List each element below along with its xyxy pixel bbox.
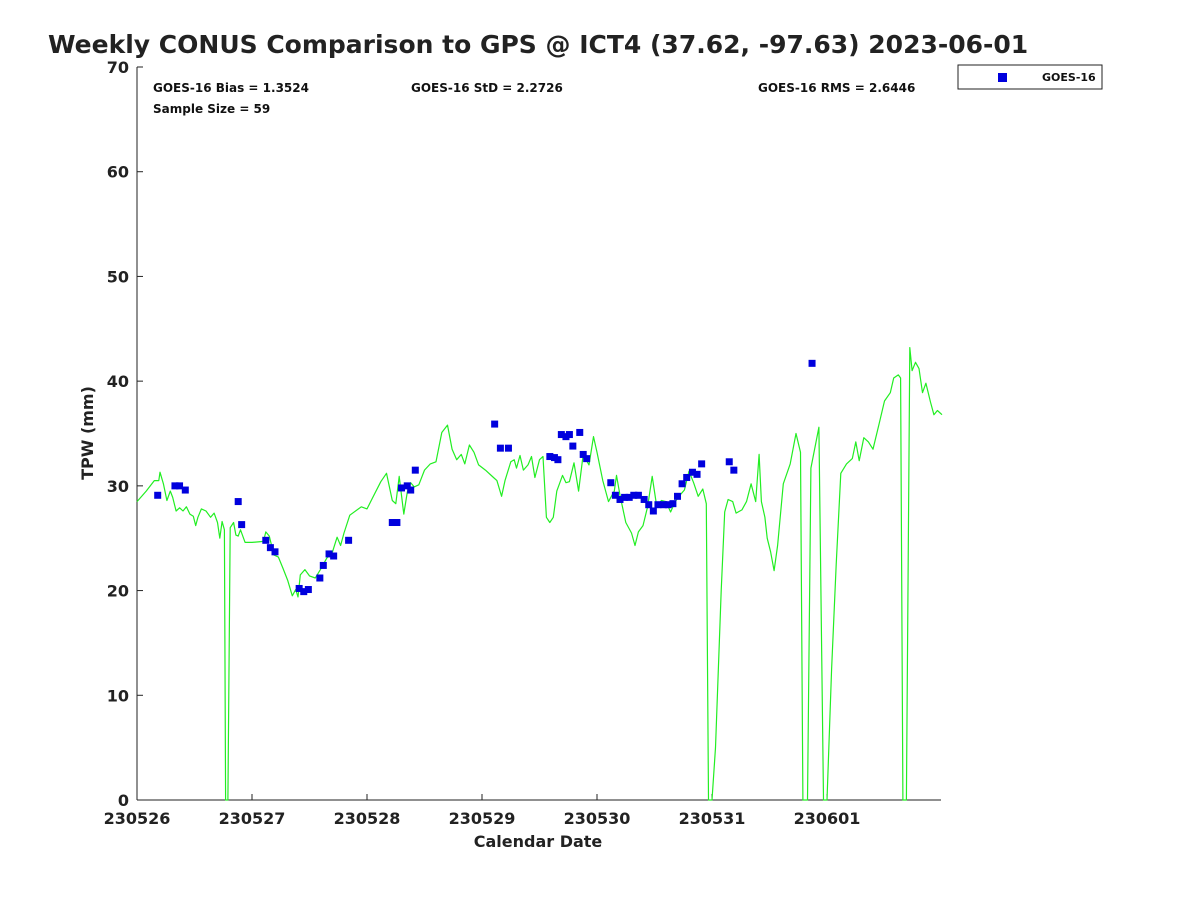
goes16-point xyxy=(176,482,184,490)
goes16-point xyxy=(388,519,396,527)
goes16-point xyxy=(611,491,619,499)
y-axis-label: TPW (mm) xyxy=(78,386,97,480)
goes16-point xyxy=(565,431,573,439)
sample-size-stat: Sample Size = 59 xyxy=(153,102,270,116)
x-tick-label: 230530 xyxy=(564,809,631,828)
y-tick-label: 0 xyxy=(118,791,129,810)
goes16-point xyxy=(407,486,415,494)
goes16-point xyxy=(645,501,653,509)
goes16-point xyxy=(546,453,554,461)
goes16-point xyxy=(698,460,706,468)
goes16-point xyxy=(607,479,615,487)
legend-label: GOES-16 xyxy=(1042,71,1096,84)
y-tick-label: 30 xyxy=(107,477,129,496)
goes16-point xyxy=(411,466,419,474)
std-stat: GOES-16 StD = 2.2726 xyxy=(411,81,563,95)
goes16-point xyxy=(316,574,324,582)
goes16-point xyxy=(234,498,242,506)
goes16-point xyxy=(504,444,512,452)
goes16-point xyxy=(664,501,672,509)
y-tick-label: 20 xyxy=(107,582,129,601)
goes16-point xyxy=(154,491,162,499)
goes16-point xyxy=(621,493,629,501)
goes16-point xyxy=(330,552,338,560)
goes16-point xyxy=(630,491,638,499)
goes16-point xyxy=(554,456,562,464)
goes16-point xyxy=(304,586,312,594)
goes16-point xyxy=(649,507,657,515)
x-tick-label: 230529 xyxy=(449,809,516,828)
goes16-point xyxy=(660,501,668,509)
y-tick-label: 10 xyxy=(107,686,129,705)
goes16-point xyxy=(238,521,246,529)
legend-marker xyxy=(998,73,1007,82)
goes16-point xyxy=(583,455,591,463)
goes16-point xyxy=(683,473,691,481)
x-tick-label: 230531 xyxy=(679,809,746,828)
goes16-point xyxy=(271,548,279,556)
goes16-point xyxy=(491,420,499,428)
goes16-point xyxy=(808,359,816,367)
goes16-point xyxy=(576,428,584,436)
goes16-point xyxy=(496,444,504,452)
gps-tpw-line xyxy=(136,347,943,801)
goes16-point xyxy=(569,442,577,450)
legend: GOES-16 xyxy=(957,64,1103,90)
legend-box xyxy=(957,64,1103,90)
goes16-point xyxy=(403,482,411,490)
goes16-point xyxy=(181,486,189,494)
goes16-point xyxy=(319,561,327,569)
x-tick-label: 230601 xyxy=(794,809,861,828)
goes16-point xyxy=(693,470,701,478)
x-axis-label: Calendar Date xyxy=(474,832,603,851)
x-tick-label: 230527 xyxy=(219,809,286,828)
goes16-point xyxy=(678,480,686,488)
goes16-point xyxy=(345,536,353,544)
goes16-point xyxy=(669,500,677,508)
goes16-point xyxy=(393,519,401,527)
goes16-point xyxy=(688,468,696,476)
goes16-point xyxy=(579,450,587,458)
goes16-point xyxy=(730,466,738,474)
goes16-point xyxy=(300,588,308,596)
goes16-point xyxy=(171,482,179,490)
goes16-point xyxy=(654,501,662,509)
goes16-point xyxy=(557,431,565,439)
y-tick-label: 70 xyxy=(107,58,129,77)
goes16-point xyxy=(640,495,648,503)
y-tick-label: 40 xyxy=(107,372,129,391)
x-tick-label: 230528 xyxy=(334,809,401,828)
goes16-point xyxy=(398,484,405,492)
goes16-point xyxy=(266,544,274,552)
goes16-point xyxy=(634,491,642,499)
goes16-point xyxy=(325,550,333,558)
goes16-point xyxy=(295,584,303,592)
goes16-point xyxy=(616,495,624,503)
goes16-point xyxy=(625,493,633,501)
y-tick-label: 60 xyxy=(107,163,129,182)
x-tick-label: 230526 xyxy=(104,809,171,828)
bias-stat: GOES-16 Bias = 1.3524 xyxy=(153,81,309,95)
goes16-point xyxy=(262,536,270,544)
y-tick-label: 50 xyxy=(107,267,129,286)
goes16-point xyxy=(725,458,733,466)
goes16-point xyxy=(674,492,681,500)
chart-title: Weekly CONUS Comparison to GPS @ ICT4 (3… xyxy=(48,30,1029,59)
rms-stat: GOES-16 RMS = 2.6446 xyxy=(758,81,915,95)
